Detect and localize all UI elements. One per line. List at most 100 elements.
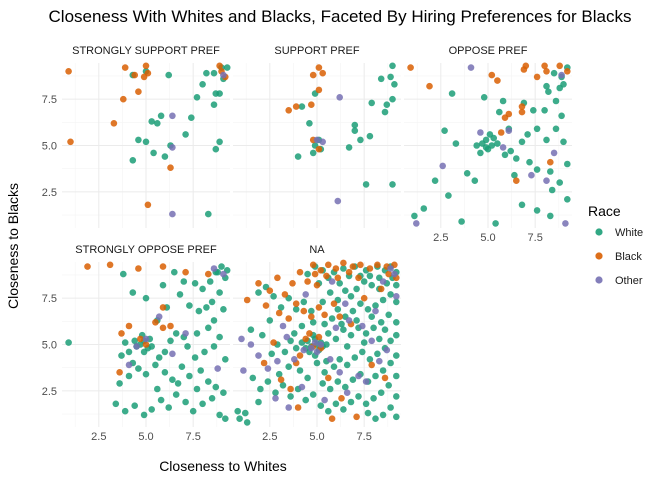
scatter-point-white	[309, 319, 317, 326]
scatter-point-white	[385, 382, 393, 389]
legend-label: Other	[615, 275, 643, 287]
scatter-point-white	[362, 330, 370, 337]
scatter-point-other	[528, 171, 535, 179]
scatter-point-white	[150, 149, 157, 157]
scatter-point-black	[255, 280, 262, 287]
scatter-point-white	[347, 331, 355, 339]
scatter-point-white	[393, 281, 400, 289]
scatter-point-white	[374, 350, 381, 358]
scatter-point-white	[547, 212, 554, 220]
scatter-point-white	[351, 127, 359, 134]
scatter-point-white	[203, 304, 210, 311]
scatter-point-white	[530, 107, 537, 114]
scatter-point-black	[377, 285, 385, 293]
scatter-point-black	[315, 304, 323, 311]
scatter-point-white	[197, 367, 204, 374]
scatter-point-other	[321, 396, 328, 404]
scatter-point-other	[313, 136, 321, 144]
scatter-point-white	[496, 108, 503, 116]
scatter-point-white	[313, 359, 321, 367]
scatter-point-black	[313, 281, 321, 289]
scatter-point-white	[234, 407, 241, 415]
scatter-point-white	[302, 396, 310, 404]
x-tick-label: 2.5	[91, 431, 106, 443]
scatter-point-white	[492, 220, 499, 227]
scatter-point-white	[257, 385, 264, 393]
scatter-point-black	[135, 265, 142, 272]
scatter-point-white	[208, 298, 216, 306]
scatter-point-white	[125, 372, 133, 380]
scatter-point-other	[336, 369, 344, 376]
scatter-point-white	[171, 268, 178, 276]
scatter-point-white	[317, 402, 325, 410]
scatter-point-black	[159, 304, 167, 311]
scatter-point-white	[533, 125, 541, 133]
scatter-point-white	[165, 404, 172, 411]
scatter-point-white	[381, 108, 389, 116]
scatter-point-white	[360, 339, 368, 346]
scatter-point-black	[285, 315, 293, 322]
scatter-point-white	[287, 393, 294, 400]
scatter-point-black	[494, 77, 501, 84]
scatter-point-other	[319, 138, 327, 146]
scatter-point-white	[377, 319, 385, 326]
scatter-point-white	[526, 158, 533, 166]
scatter-point-white	[387, 73, 394, 81]
y-tick-label: 5.0	[42, 340, 57, 352]
scatter-point-black	[497, 129, 505, 136]
scatter-point-white	[480, 94, 488, 101]
scatter-point-white	[174, 380, 182, 387]
scatter-point-black	[302, 335, 310, 343]
scatter-point-black	[65, 68, 72, 75]
legend-item: White	[595, 227, 643, 239]
scatter-point-black	[518, 103, 526, 110]
scatter-point-white	[140, 411, 148, 419]
y-tick-label: 5.0	[42, 141, 57, 153]
scatter-point-other	[345, 317, 353, 324]
scatter-point-white	[266, 317, 274, 324]
scatter-point-white	[494, 140, 501, 147]
scatter-point-black	[292, 300, 300, 308]
scatter-point-other	[182, 330, 189, 337]
scatter-point-white	[357, 136, 364, 144]
scatter-point-white	[533, 166, 541, 173]
scatter-point-white	[129, 289, 137, 296]
scatter-point-other	[391, 270, 398, 278]
scatter-point-white	[372, 302, 379, 309]
scatter-point-white	[172, 330, 180, 337]
scatter-point-black	[407, 64, 414, 71]
scatter-point-white	[377, 389, 385, 397]
scatter-point-white	[159, 281, 167, 289]
scatter-point-other	[255, 352, 262, 359]
scatter-point-white	[268, 350, 276, 358]
scatter-point-white	[458, 218, 465, 225]
scatter-point-black	[332, 265, 340, 272]
scatter-point-black	[426, 82, 433, 90]
scatter-point-white	[319, 298, 327, 306]
scatter-point-other	[247, 341, 255, 348]
scatter-point-other	[368, 337, 376, 345]
scatter-point-black	[84, 263, 91, 270]
scatter-point-white	[222, 356, 229, 363]
y-axis-title: Closeness to Blacks	[5, 183, 21, 309]
scatter-point-black	[116, 369, 123, 376]
scatter-point-white	[169, 376, 176, 384]
scatter-point-white	[182, 131, 189, 138]
scatter-point-other	[467, 64, 475, 71]
x-tick-label: 5.0	[138, 431, 153, 443]
scatter-point-white	[135, 136, 142, 144]
scatter-point-white	[304, 270, 311, 278]
scatter-point-white	[292, 306, 300, 313]
scatter-point-white	[157, 396, 165, 404]
scatter-point-white	[279, 382, 287, 389]
scatter-point-white	[431, 177, 439, 184]
scatter-point-white	[368, 313, 376, 321]
scatter-point-white	[362, 400, 370, 408]
scatter-point-other	[355, 372, 362, 380]
scatter-point-black	[287, 385, 294, 393]
scatter-point-black	[518, 108, 526, 116]
scatter-point-other	[133, 343, 140, 350]
facet-panel: SUPPORT PREF	[233, 45, 401, 228]
scatter-point-black	[289, 280, 296, 287]
